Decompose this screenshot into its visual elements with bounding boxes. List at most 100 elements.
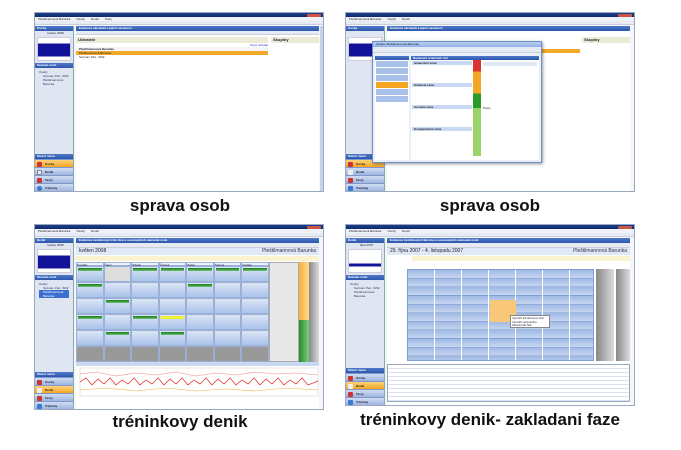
main-menu-osoby[interactable]: Osoby (346, 159, 384, 167)
context-menu-item[interactable]: Zkopírovat fázi (512, 323, 532, 327)
month-grid[interactable]: Pondělí Úterý Středa Čtvrtek Pátek Sobota Nedě… (76, 262, 269, 362)
selected-slot[interactable] (490, 300, 516, 322)
sidebar-header: Osoby (35, 26, 73, 31)
menu-item[interactable]: Deník (91, 17, 99, 21)
week-grid[interactable]: Vytvořit tréninkovou fázi Vytvořit pozná… (407, 269, 594, 361)
person-tree[interactable]: Osoby Seznam Petr, 'Alfík' Pleštilmannová … (39, 70, 69, 86)
user-row-selected[interactable]: Pleštilmannová Barunka (76, 51, 268, 55)
main-area: Evidence tréninkových fází dne a souvise… (387, 238, 630, 405)
people-icon (37, 161, 42, 167)
training-icon (37, 403, 42, 409)
main-menu-denik[interactable]: Deník (346, 381, 384, 389)
main-menu-denik[interactable]: Deník (346, 167, 384, 175)
window-buttons[interactable] (307, 13, 321, 17)
main-menu-header: Hlavní menu (35, 154, 73, 159)
screenshot-treninkovy-denik: Pleštilmannová Barunka Osoby Deník Deník k… (34, 224, 324, 410)
zone-anaerobic: Anaerobní zóna (412, 61, 472, 65)
note-label: Popis (483, 106, 491, 110)
training-icon (348, 185, 353, 191)
context-menu-item[interactable]: Vytvořit poznámku (512, 319, 537, 324)
caption: tréninkovy denik (112, 412, 248, 431)
main-menu-testy[interactable]: Testy (35, 393, 73, 401)
sidebar: Deník října 2007 Seznam osob Osoby Seznam… (346, 238, 385, 405)
main-menu-denik[interactable]: Deník (35, 167, 73, 175)
calendar[interactable] (348, 249, 382, 273)
user-row[interactable]: Seznam Petr, 'Alfík' (79, 55, 105, 59)
tests-icon (348, 177, 353, 183)
speed-line (79, 377, 319, 386)
main-menu-testy[interactable]: Testy (346, 175, 384, 183)
title-bar (346, 13, 634, 17)
main-menu-osoby[interactable]: Osoby (35, 159, 73, 167)
diary-icon (37, 387, 42, 393)
hr-line (79, 371, 319, 377)
main-menu-testy[interactable]: Testy (35, 175, 73, 183)
page-title: Evidence tréninkových fází dne a souvise… (76, 238, 319, 243)
altitude-line (79, 387, 319, 392)
main-menu-osoby[interactable]: Osoby (346, 373, 384, 381)
people-icon (348, 161, 353, 167)
heart-rate-chart (79, 367, 319, 397)
zone-bar-grey (309, 262, 319, 362)
users-heading: Uživatelé (76, 37, 268, 43)
menu-item[interactable]: Testy (104, 17, 112, 21)
main-toolbar (76, 31, 319, 35)
dialog-header: Nastavení srdečních zón (411, 56, 539, 60)
dialog-title: Osoba: Pleštilmannová Barunka (373, 42, 541, 47)
caption: sprava osob (129, 196, 231, 215)
period-label: květen 2008 (79, 248, 107, 254)
calendar-month[interactable]: květen 2008 (47, 243, 64, 247)
training-icon (37, 185, 42, 191)
menu-item[interactable]: Osoby (76, 17, 86, 21)
diary-icon (348, 383, 353, 389)
main-menu-treninky[interactable]: Tréninky (35, 401, 73, 409)
zone-compensation: Kompenzační zóna (412, 127, 472, 131)
zone-bar-orange (299, 262, 309, 362)
calendar-month[interactable]: květen 2008 (47, 31, 64, 35)
page-title: Evidence uživatelů a jejich nastavení (76, 26, 319, 31)
tree-header: Seznam osob (35, 63, 73, 68)
person-dialog: Osoba: Pleštilmannová Barunka Nastavení … (372, 41, 542, 163)
diary-icon (348, 169, 353, 175)
people-icon (348, 375, 353, 381)
sidebar: Deník květen 2008 Seznam osob Osoby Sezna… (35, 238, 74, 409)
zone-mixed: Smíšená zóna (412, 83, 472, 87)
screenshot-sprava-osob-2: Pleštilmannová Barunka Osoby Deník Osoby H… (345, 12, 635, 192)
calendar-month[interactable]: října 2007 (359, 243, 374, 247)
menu-bar: Pleštilmannová Barunka Osoby Deník (346, 17, 634, 21)
title-bar (35, 13, 323, 17)
context-menu-item[interactable]: Vytvořit tréninkovou fázi (512, 316, 544, 320)
summary-table (387, 364, 630, 402)
main-menu-testy[interactable]: Testy (346, 389, 384, 397)
caption: sprava osob (439, 196, 541, 215)
page-title: Evidence tréninkových fází dne a souvise… (387, 238, 630, 243)
zone-color-bar (473, 60, 481, 156)
sidebar: Osoby květen 2008 Seznam osob Osoby Sezna… (35, 26, 74, 191)
person-name: Pleštilmannová Barunka (573, 248, 627, 254)
main-area: Evidence uživatelů a jejich nastavení Už… (76, 26, 319, 191)
main-menu-treninky[interactable]: Tréninky (346, 397, 384, 405)
main-menu-treninky[interactable]: Tréninky (346, 183, 384, 191)
main-menu-denik[interactable]: Deník (35, 385, 73, 393)
tests-icon (37, 395, 42, 401)
training-icon (348, 399, 353, 405)
menu-item[interactable]: Pleštilmannová Barunka (38, 17, 71, 21)
scrollbar[interactable] (320, 26, 323, 191)
screenshot-zakladani-faze: Pleštilmannová Barunka Osoby Deník Deník ř… (345, 224, 635, 406)
main-menu-osoby[interactable]: Osoby (35, 377, 73, 385)
menu-bar: Pleštilmannová Barunka Osoby Deník Testy (35, 17, 323, 21)
tests-icon (37, 177, 42, 183)
caption: tréninkovy denik- zakladani faze (360, 410, 620, 429)
zone-aerobic: Aerobní zóna (412, 105, 472, 109)
calendar[interactable] (37, 37, 71, 61)
main-area: Evidence tréninkových fází dne a souvise… (76, 238, 319, 409)
new-user-link[interactable]: Nový uživatel (250, 43, 268, 47)
main-menu: Hlavní menu Osoby Deník Testy Tréninky (346, 154, 384, 191)
tests-icon (348, 391, 353, 397)
main-menu: Hlavní menu Osoby Deník Testy Tréninky (35, 154, 73, 191)
person-name: Pleštilmannová Barunka (262, 248, 316, 254)
main-menu-treninky[interactable]: Tréninky (35, 183, 73, 191)
user-row-header[interactable]: Pleštilmannová Barunka (76, 47, 268, 51)
period-label: 29. října 2007 - 4. listopadu 2007 (390, 248, 464, 254)
calendar[interactable] (37, 249, 71, 273)
